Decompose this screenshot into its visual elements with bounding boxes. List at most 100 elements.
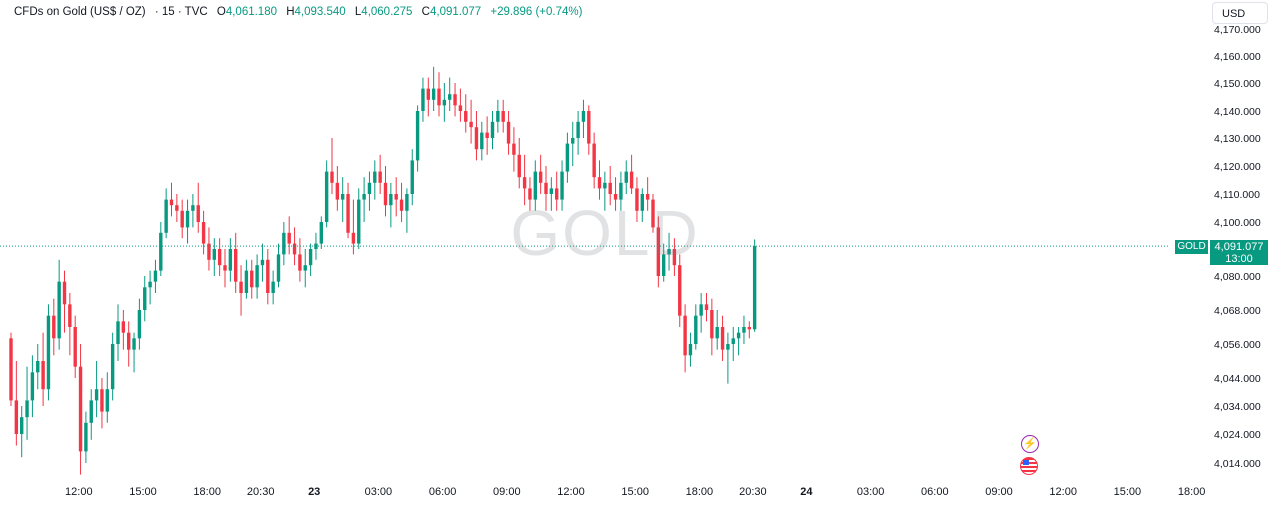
price-tick-label: 4,170.000 [1214,24,1261,36]
candle-body [544,182,548,194]
time-axis[interactable]: 12:00 15:00 18:00 20:30 23 03:00 06:00 09:00 12:… [65,486,1205,498]
time-tick-label: 24 [800,486,813,498]
legend-open-label: O [216,6,226,18]
candle-body [266,259,270,293]
candle-body [239,281,243,293]
us-flag-icon[interactable] [1020,457,1038,475]
candle-body [362,194,366,200]
candle-body [367,182,372,194]
candle-body [73,327,77,367]
candle-body [533,171,537,200]
time-tick-label: 15:00 [129,486,157,498]
candle-body [282,232,286,255]
legend-close: 4,091.077 [429,6,482,18]
legend-change: +29.896 (+0.74%) [490,6,583,18]
candle-body [292,243,297,255]
price-tick-label: 4,056.000 [1214,339,1261,351]
candle-body [645,194,650,200]
candle-body [389,194,393,206]
candle-body [196,205,200,222]
bar-countdown: 13:00 [1225,253,1253,265]
candle-body [287,232,291,244]
lightning-icon[interactable]: ⚡ [1021,435,1039,453]
candle-body [169,199,174,206]
candle-body [415,111,420,161]
price-tick-label: 4,024.000 [1214,429,1261,441]
candle-body [431,88,436,100]
candle-body [394,194,398,200]
candle-body [185,210,190,228]
last-price-tag: 4,091.077 13:00 [1210,240,1268,265]
candle-body [57,281,61,339]
time-tick-label: 06:00 [921,486,949,498]
candle-body [105,389,109,412]
candle-body [30,372,35,401]
candle-body [276,254,281,282]
time-tick-label: 23 [308,486,320,498]
time-tick-label: 12:00 [65,486,93,498]
candle-body [346,194,350,233]
candle-body [303,265,307,271]
last-price-value: 4,091.077 [1214,241,1264,253]
time-tick-label: 03:00 [365,486,393,498]
candle-body [164,199,168,233]
time-tick-label: 15:00 [1114,486,1142,498]
candle-body [506,121,511,144]
candle-body [324,171,329,222]
price-tick-label: 4,160.000 [1214,51,1261,63]
time-tick-label: 12:00 [1049,486,1077,498]
candle-body [357,199,361,244]
candle-body [549,188,554,194]
candle-body [298,254,302,271]
candle-body [399,199,404,211]
time-tick-label: 18:00 [1178,486,1206,498]
candle-body [84,422,88,452]
legend-open: 4,061.180 [225,6,277,18]
candle-body [736,332,741,339]
candle-body [426,88,430,100]
candle-body [603,182,607,189]
currency-button[interactable]: USD [1212,2,1268,24]
candle-body [576,121,580,138]
candle-body [78,366,83,452]
chart-legend[interactable]: CFDs on Gold (US$ / OZ) · 15 · TVC O4,06… [14,6,582,18]
candle-body [228,249,233,271]
candle-body [143,287,147,310]
time-tick-label: 09:00 [985,486,1013,498]
candle-body [175,205,179,211]
legend-low: 4,060.275 [361,6,413,18]
price-tick-label: 4,014.000 [1214,458,1261,470]
candle-body [116,321,120,344]
candle-body [619,182,623,200]
candle-body [330,171,334,183]
candles-layer [9,66,757,475]
candle-body [308,249,313,266]
candle-body [383,182,388,206]
candle-body [560,171,564,200]
candle-body [608,182,612,194]
candle-body [742,327,746,333]
candle-body [20,417,24,434]
candle-body [25,400,29,418]
legend-symbol[interactable]: CFDs on Gold (US$ / OZ) [14,6,146,18]
candle-body [121,321,126,333]
candle-body [613,194,618,200]
candle-body [335,182,340,200]
candle-body [319,222,323,244]
price-tick-label: 4,044.000 [1214,373,1261,385]
candle-body [148,281,152,288]
candle-body [458,105,463,111]
candle-body [715,327,719,339]
candle-body [469,121,473,128]
candle-body [405,194,409,211]
candle-body [373,171,377,183]
price-axis[interactable]: 4,014.000 4,024.000 4,034.000 4,044.000 4,05… [1169,0,1261,511]
candle-body [442,99,447,106]
time-tick-label: 20:30 [739,486,767,498]
candle-body [752,246,757,330]
candle-body [62,281,67,305]
candle-body [635,188,639,211]
candle-body [94,389,99,401]
candle-body [448,94,452,100]
